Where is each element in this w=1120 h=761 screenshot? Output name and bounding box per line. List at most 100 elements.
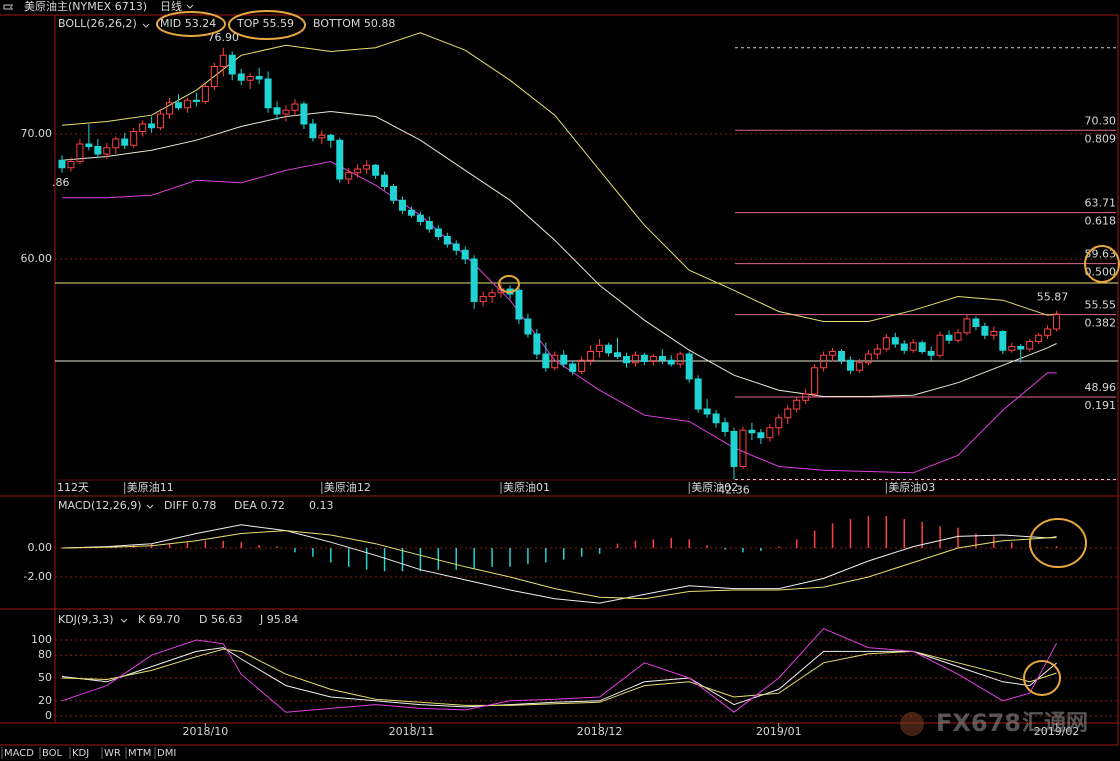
candle-body — [192, 99, 200, 102]
contract-label: 美原油03 — [888, 480, 935, 494]
candle-body — [488, 292, 496, 297]
candle-body — [667, 359, 675, 365]
edge-label: .86 — [52, 176, 70, 189]
candle-body — [443, 236, 451, 245]
x-tick-label: 2018/12 — [577, 725, 623, 738]
indicator-title: KDJ(9,3,3) — [58, 613, 114, 626]
dropdown-icon[interactable] — [120, 618, 128, 623]
fib-price: 59.63 — [1085, 248, 1117, 261]
candle-body — [1053, 313, 1061, 330]
dropdown-icon[interactable] — [142, 23, 150, 28]
candle-body — [658, 356, 666, 361]
candle-body — [309, 123, 317, 139]
contract-label: 美原油02 — [691, 480, 738, 494]
indicator-title: MACD(12,26,9) — [58, 499, 142, 512]
candle-body — [139, 123, 147, 132]
indicator-line — [61, 524, 1057, 604]
candle-body — [381, 174, 389, 187]
period[interactable]: 日线 — [160, 0, 182, 13]
candle-body — [542, 353, 550, 369]
candle-body — [327, 134, 335, 141]
symbol-icon — [3, 4, 13, 10]
legend-entry: BOTTOM 50.88 — [313, 17, 395, 30]
candle-body — [587, 351, 595, 361]
indicator-tab[interactable]: KDJ — [72, 748, 89, 759]
indicator-tab[interactable]: MTM — [128, 748, 151, 759]
candle-body — [264, 78, 272, 109]
candle-body — [694, 378, 702, 410]
candle-body — [94, 146, 102, 155]
candle-body — [390, 186, 398, 201]
candle-body — [524, 318, 532, 335]
candle-body — [237, 73, 245, 81]
candle-body — [838, 351, 846, 361]
candle-body — [999, 331, 1007, 351]
candle-body — [766, 427, 774, 439]
candle-body — [58, 159, 66, 169]
candle-body — [873, 348, 881, 355]
candle-body — [416, 214, 424, 222]
candle-body — [578, 359, 586, 372]
legend-entry: TOP 55.59 — [236, 17, 294, 30]
candle-body — [1008, 346, 1016, 351]
candle-body — [246, 76, 254, 81]
candle-body — [703, 408, 711, 415]
candle-body — [515, 289, 523, 320]
candle-body — [228, 54, 236, 75]
candle-body — [730, 431, 738, 467]
indicator-tab[interactable]: WR — [104, 748, 121, 759]
candle-body — [739, 429, 747, 467]
candle-body — [372, 164, 380, 176]
legend-entry: DEA 0.72 — [234, 499, 285, 512]
fib-price: 63.71 — [1085, 197, 1117, 210]
candle-body — [201, 86, 209, 102]
legend-entry: K 69.70 — [138, 613, 180, 626]
candle-body — [76, 143, 84, 162]
candle-body — [605, 344, 613, 354]
frame — [0, 14, 1119, 746]
y-tick-label: 20 — [38, 694, 52, 707]
x-tick-label: 2019/01 — [756, 725, 802, 738]
indicator-tab[interactable]: BOL — [42, 748, 63, 759]
candle-body — [1035, 334, 1043, 342]
candle-body — [85, 143, 93, 147]
candle-body — [829, 351, 837, 356]
candle-body — [345, 172, 353, 180]
symbol: 美原油主(NYMEX 6713) — [24, 0, 147, 13]
legend-entry: J 95.84 — [259, 613, 298, 626]
candle-body — [748, 429, 756, 434]
indicator-line — [62, 160, 1057, 474]
indicator-tab[interactable]: DMI — [157, 748, 176, 759]
candle-body — [291, 103, 299, 111]
candle-body — [784, 408, 792, 419]
candle-body — [282, 109, 290, 115]
candle-body — [891, 337, 899, 345]
candle-body — [855, 362, 863, 371]
candle-body — [945, 334, 953, 341]
candle-body — [157, 113, 165, 129]
indicator-tab[interactable]: MACD — [4, 748, 34, 759]
candle-body — [712, 413, 720, 424]
high-label: 76.90 — [208, 31, 240, 44]
candle-body — [909, 342, 917, 351]
y-tick-label: 70.00 — [21, 127, 53, 140]
candle-body — [1026, 341, 1034, 350]
candle-body — [990, 331, 998, 336]
candle-body — [918, 342, 926, 352]
watermark: 汇通网 — [1022, 711, 1088, 736]
candle-body — [434, 228, 442, 237]
contract-label: 美原油11 — [127, 480, 174, 494]
dropdown-icon[interactable] — [146, 504, 154, 509]
candle-body — [757, 432, 765, 439]
watermark: FX678 — [936, 709, 1021, 737]
candle-body — [981, 326, 989, 336]
candle-body — [551, 354, 559, 369]
candle-body — [461, 249, 469, 260]
last-label: 55.87 — [1037, 291, 1069, 304]
candle-body — [649, 356, 657, 362]
candle-body — [407, 209, 415, 216]
indicator-line — [61, 628, 1058, 713]
dropdown-icon[interactable] — [186, 4, 194, 9]
